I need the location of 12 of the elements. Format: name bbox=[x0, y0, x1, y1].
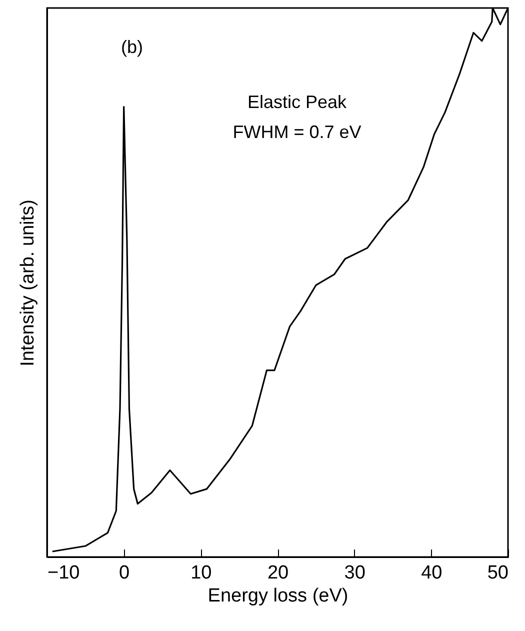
y-axis-title: Intensity (arb. units) bbox=[18, 200, 38, 366]
x-axis-title: Energy loss (eV) bbox=[208, 586, 348, 606]
x-tick-label: 10 bbox=[190, 562, 212, 584]
annotation: Elastic Peak bbox=[247, 92, 348, 112]
x-tick-label: 20 bbox=[267, 562, 289, 584]
x-tick-label: 0 bbox=[119, 562, 130, 584]
x-tick-label: 50 bbox=[487, 562, 508, 584]
annotation: (b) bbox=[121, 37, 143, 57]
annotation: FWHM = 0.7 eV bbox=[232, 122, 362, 142]
x-tick-label: 30 bbox=[344, 562, 366, 584]
x-tick-label: −10 bbox=[48, 562, 80, 584]
x-tick-label: 40 bbox=[421, 562, 442, 584]
